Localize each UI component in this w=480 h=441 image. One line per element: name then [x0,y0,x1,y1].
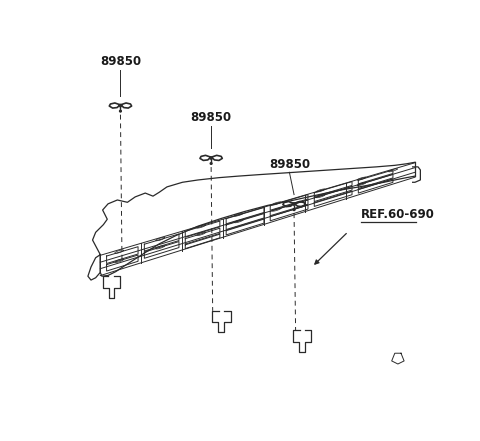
Text: 89850: 89850 [100,55,141,68]
Circle shape [292,202,296,206]
Text: 89850: 89850 [191,112,232,124]
Circle shape [293,209,295,210]
Circle shape [209,157,213,159]
Circle shape [119,104,122,107]
Circle shape [210,163,212,164]
Text: 89850: 89850 [269,157,310,171]
Circle shape [120,110,121,112]
Text: REF.60-690: REF.60-690 [360,208,434,221]
